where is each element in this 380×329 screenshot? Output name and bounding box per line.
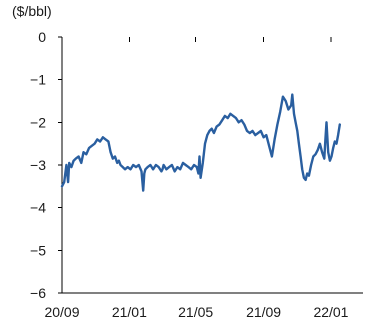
x-tick-label: 21/01 (112, 304, 147, 320)
y-tick-label: −5 (30, 242, 46, 258)
x-tick-label: 21/05 (178, 304, 213, 320)
series-line (60, 93, 341, 192)
x-tick-label: 21/09 (246, 304, 281, 320)
x-tick-label: 22/01 (313, 304, 348, 320)
x-tick-label: 20/09 (44, 304, 79, 320)
y-tick-label: −6 (30, 285, 46, 301)
y-tick-label: −3 (30, 157, 46, 173)
y-tick-label: 0 (38, 29, 46, 45)
y-tick-label: −1 (30, 72, 46, 88)
y-tick-label: −2 (30, 114, 46, 130)
y-tick-label: −4 (30, 200, 46, 216)
y-axis-unit-label: ($/bbl) (12, 3, 52, 19)
